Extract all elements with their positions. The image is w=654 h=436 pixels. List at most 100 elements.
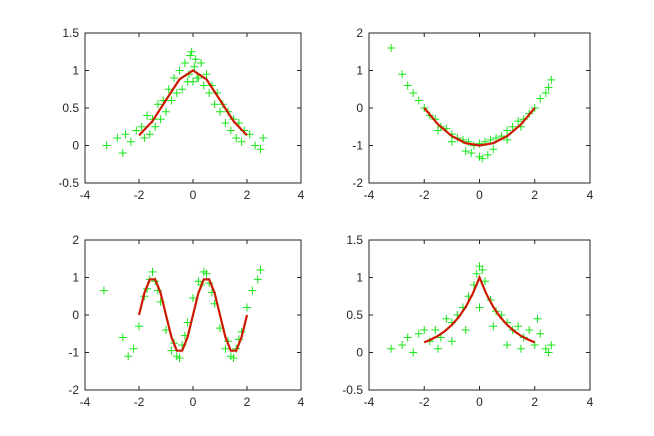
scatter-point <box>199 81 208 90</box>
scatter-point <box>447 337 456 346</box>
scatter-point <box>403 81 412 90</box>
y-tick-label: 1 <box>356 64 363 78</box>
scatter-point <box>508 122 517 131</box>
scatter-point <box>403 333 412 342</box>
scatter-point <box>189 77 197 86</box>
x-tick-label: 2 <box>244 188 251 202</box>
scatter-point <box>481 277 490 286</box>
scatter-point <box>186 51 195 60</box>
scatter-point <box>541 89 550 97</box>
scatter-point <box>431 326 440 334</box>
scatter-point <box>516 344 525 353</box>
y-tick-label: 0 <box>356 101 363 115</box>
scatter-point <box>237 137 246 146</box>
x-tick-label: -4 <box>80 188 91 202</box>
scatter-point <box>118 149 127 157</box>
x-tick-label: 0 <box>190 395 197 409</box>
scatter-point <box>434 126 443 135</box>
scatter-point <box>536 329 545 338</box>
x-tick-label: 0 <box>476 395 483 409</box>
scatter-point <box>547 341 556 349</box>
y-tick-label: 1.5 <box>62 26 79 40</box>
scatter-point <box>489 322 498 331</box>
x-tick-label: 4 <box>298 395 305 409</box>
y-tick-label: -0.5 <box>58 176 79 190</box>
scatter-point <box>187 47 196 56</box>
scatter-point <box>99 286 108 295</box>
scatter-point <box>251 141 260 150</box>
scatter-point <box>164 85 173 94</box>
scatter-point <box>489 145 498 154</box>
scatter-point <box>387 44 396 52</box>
scatter-point <box>113 134 122 142</box>
x-tick-label: 4 <box>587 188 594 202</box>
scatter-point <box>478 154 487 163</box>
scatter-point <box>243 303 251 312</box>
fit-line <box>423 274 536 344</box>
scatter-point <box>514 322 523 331</box>
scatter-point <box>167 96 176 105</box>
x-tick-label: -2 <box>419 395 430 409</box>
scatter-point <box>475 303 484 312</box>
scatter-point <box>118 333 127 342</box>
scatter-point <box>162 107 170 116</box>
scatter-point <box>197 59 206 67</box>
scatter-point <box>135 322 143 331</box>
scatter-point <box>409 89 418 97</box>
scatter-point <box>533 314 542 323</box>
scatter-point <box>137 122 146 131</box>
x-tick-label: -4 <box>364 188 375 202</box>
scatter-point <box>398 70 407 79</box>
scatter-point <box>178 85 187 94</box>
scatter-point <box>210 100 219 109</box>
y-tick-label: 0.5 <box>62 101 79 115</box>
scatter-point <box>202 70 211 79</box>
scatter-point <box>525 326 534 334</box>
scatter-point <box>175 354 184 363</box>
scatter-point <box>232 134 241 142</box>
scatter-point <box>153 100 162 109</box>
scatter-point <box>151 122 160 131</box>
y-tick-label: 1.5 <box>346 233 363 247</box>
scatter-point <box>461 326 470 334</box>
y-tick-label: -2 <box>352 176 363 190</box>
y-tick-label: -2 <box>68 383 79 397</box>
scatter-point <box>514 117 523 126</box>
scatter-point <box>132 126 141 135</box>
y-tick-label: 1 <box>72 64 79 78</box>
scatter-point <box>221 119 230 127</box>
scatter-point <box>129 344 138 353</box>
x-tick-label: 4 <box>587 395 594 409</box>
scatter-point <box>145 130 154 139</box>
scatter-point <box>259 134 268 142</box>
y-tick-label: 2 <box>356 26 363 40</box>
scatter-point <box>248 286 257 295</box>
scatter-point <box>478 266 487 274</box>
x-tick-label: 2 <box>531 188 538 202</box>
scatter-point <box>414 329 423 338</box>
scatter-point <box>126 137 135 146</box>
fit-line <box>138 69 248 137</box>
fit-line <box>137 278 249 352</box>
scatter-point <box>229 354 238 363</box>
scatter-point <box>544 83 553 92</box>
y-tick-label: 0 <box>72 139 79 153</box>
y-tick-label: 1 <box>72 271 79 285</box>
scatter-point <box>461 147 470 156</box>
x-tick-label: -2 <box>134 188 145 202</box>
scatter-point <box>483 150 492 159</box>
y-tick-label: 0 <box>356 346 363 360</box>
y-tick-label: 0 <box>72 308 79 322</box>
scatter-point <box>190 62 199 71</box>
scatter-point <box>472 269 481 278</box>
plot-area <box>84 32 302 184</box>
scatter-point <box>414 96 423 105</box>
x-tick-label: 2 <box>531 395 538 409</box>
scatter-point <box>189 294 197 303</box>
scatter-point <box>442 314 451 323</box>
scatter-point <box>205 89 214 97</box>
scatter-point <box>202 269 211 278</box>
